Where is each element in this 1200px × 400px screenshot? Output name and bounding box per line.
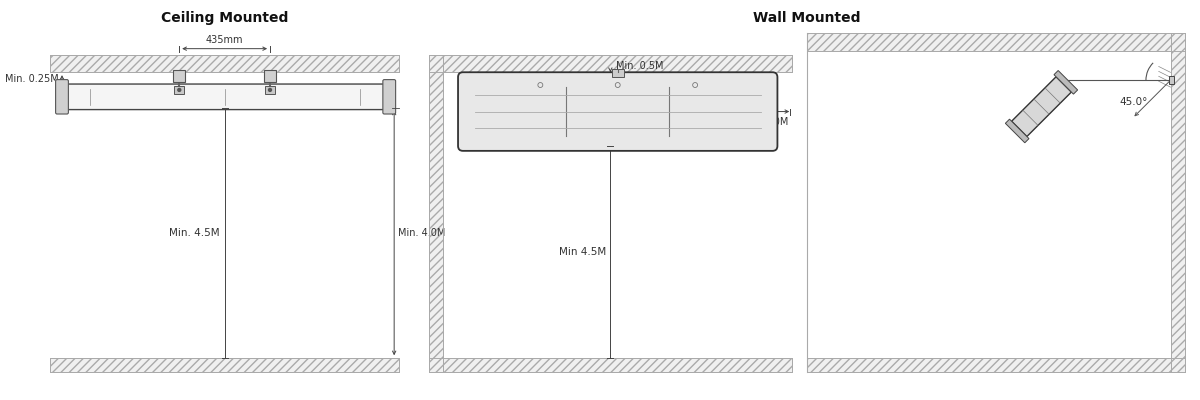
Bar [806,358,1186,372]
Bar [428,54,792,72]
Bar [806,358,1186,372]
Bar [50,358,400,372]
Bar [50,54,400,72]
Bar [173,70,185,82]
Text: Min. 0.5M: Min. 0.5M [617,61,664,71]
Text: Ceiling Mounted: Ceiling Mounted [161,11,288,25]
Bar [428,358,792,372]
Text: Min. 0.25M: Min. 0.25M [5,74,59,84]
Bar [264,70,276,82]
FancyBboxPatch shape [383,80,396,114]
Bar [428,54,443,372]
Polygon shape [1054,70,1078,94]
Bar [1170,33,1186,372]
Bar [612,69,624,77]
Text: Min. 4.5M: Min. 4.5M [169,228,220,238]
Bar [806,33,1186,51]
Text: Min. 4.0M: Min. 4.0M [740,118,788,128]
Text: 435mm: 435mm [206,35,244,45]
Text: Min 4.5M: Min 4.5M [559,247,606,257]
Polygon shape [1012,77,1072,136]
FancyBboxPatch shape [55,80,68,114]
Bar [174,86,184,94]
FancyBboxPatch shape [62,84,386,110]
Bar [50,358,400,372]
Bar [428,358,792,372]
Bar [265,86,275,94]
Bar [1169,76,1175,84]
Bar [1170,33,1186,372]
Circle shape [269,88,271,92]
Bar [806,33,1186,51]
Bar [50,54,400,72]
Bar [428,54,792,72]
Text: Min. 4.0M: Min. 4.0M [398,228,445,238]
Bar [428,54,443,372]
Circle shape [178,88,181,92]
FancyBboxPatch shape [458,72,778,151]
Text: Wall Mounted: Wall Mounted [754,11,860,25]
Polygon shape [1006,119,1028,143]
Text: 45.0°: 45.0° [1120,97,1147,107]
